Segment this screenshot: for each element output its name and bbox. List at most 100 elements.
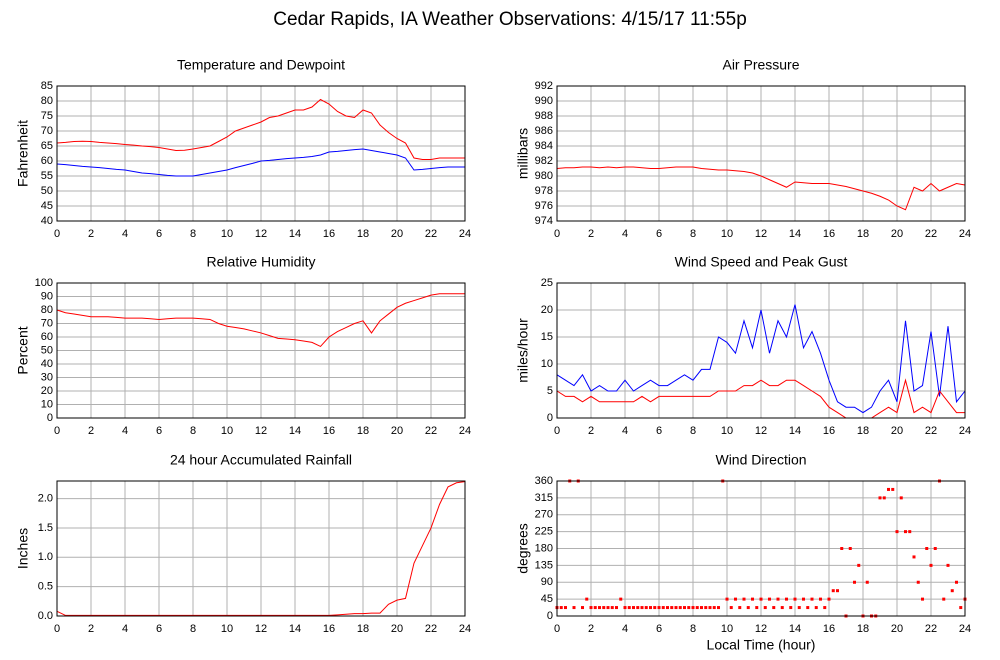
data-point (598, 606, 601, 610)
data-point (585, 597, 589, 601)
y-tick-label: 0 (547, 610, 553, 622)
data-point (827, 597, 831, 601)
data-point (708, 606, 712, 610)
y-tick-label: 990 (535, 95, 553, 107)
data-line (56, 148, 465, 177)
y-tick-label: 2.0 (38, 493, 53, 505)
data-point (819, 597, 822, 601)
x-tick-label: 16 (323, 425, 335, 437)
y-tick-label: 70 (41, 125, 53, 137)
data-point (959, 606, 963, 610)
data-point (814, 606, 818, 610)
y-tick-label: 55 (41, 170, 53, 182)
data-point (691, 606, 695, 610)
x-tick-label: 16 (823, 425, 835, 437)
x-tick-label: 16 (823, 228, 835, 240)
data-point (572, 606, 576, 610)
plot-frame (556, 282, 966, 419)
data-point (857, 563, 861, 567)
data-point (661, 606, 665, 610)
x-tick-label: 2 (588, 228, 594, 240)
x-tick-label: 12 (255, 228, 267, 240)
data-line (556, 166, 966, 211)
x-tick-label: 14 (789, 425, 801, 437)
data-point (606, 606, 610, 610)
x-tick-label: 20 (391, 623, 403, 635)
x-tick-label: 6 (656, 228, 662, 240)
x-tick-label: 18 (857, 425, 869, 437)
data-point (904, 530, 907, 534)
data-point (559, 606, 563, 610)
data-point (657, 606, 661, 610)
data-point (916, 580, 920, 584)
x-tick-label: 18 (857, 623, 869, 635)
x-tick-label: 16 (823, 623, 835, 635)
data-line (56, 98, 465, 160)
data-point (687, 606, 691, 610)
x-tick-label: 18 (857, 228, 869, 240)
y-tick-label: 30 (41, 371, 53, 383)
data-point (581, 606, 584, 610)
data-point (755, 606, 759, 610)
data-point (717, 606, 720, 610)
plot-frame (556, 85, 966, 222)
y-tick-label: 0 (547, 412, 553, 424)
x-tick-label: 0 (554, 228, 560, 240)
x-tick-label: 2 (588, 623, 594, 635)
y-tick-label: 80 (41, 304, 53, 316)
x-tick-label: 2 (88, 228, 94, 240)
data-point (712, 606, 716, 610)
x-tick-label: 20 (891, 623, 903, 635)
data-line (56, 293, 465, 348)
x-tick-label: 4 (622, 228, 628, 240)
y-tick-label: 60 (41, 155, 53, 167)
data-point (738, 606, 742, 610)
panel-title: Air Pressure (722, 57, 799, 73)
data-point (899, 496, 903, 500)
data-point (683, 606, 686, 610)
data-line (56, 481, 466, 616)
x-tick-label: 6 (656, 623, 662, 635)
data-point (602, 606, 606, 610)
x-tick-label: 4 (122, 228, 128, 240)
x-tick-label: 6 (656, 425, 662, 437)
x-tick-label: 4 (122, 425, 128, 437)
panel-title: Wind Speed and Peak Gust (675, 254, 848, 270)
y-axis-label: Percent (15, 326, 31, 374)
data-point (908, 530, 912, 534)
data-point (615, 606, 618, 610)
y-tick-label: 60 (41, 331, 53, 343)
x-tick-label: 20 (391, 228, 403, 240)
data-point (759, 597, 763, 601)
y-tick-label: 988 (535, 110, 553, 122)
x-tick-label: 22 (425, 425, 437, 437)
x-tick-label: 12 (255, 623, 267, 635)
y-tick-label: 50 (41, 344, 53, 356)
y-tick-label: 980 (535, 170, 553, 182)
data-point (785, 597, 788, 601)
y-tick-label: 20 (41, 385, 53, 397)
data-point (751, 597, 754, 601)
data-point (831, 589, 835, 593)
x-tick-label: 10 (221, 228, 233, 240)
y-axis-label: millibars (515, 128, 531, 179)
y-tick-label: 978 (535, 185, 553, 197)
data-point (840, 547, 844, 550)
y-tick-label: 100 (35, 277, 53, 289)
y-axis-label: miles/hour (515, 318, 531, 383)
x-tick-label: 8 (690, 623, 696, 635)
data-point (725, 597, 729, 601)
x-tick-label: 18 (357, 425, 369, 437)
data-point (674, 606, 678, 610)
x-tick-label: 10 (221, 623, 233, 635)
y-axis-label: degrees (515, 523, 531, 574)
y-tick-label: 974 (535, 215, 553, 227)
x-tick-label: 18 (357, 623, 369, 635)
x-tick-label: 8 (690, 228, 696, 240)
data-point (933, 547, 937, 550)
data-point (653, 606, 657, 610)
panel-title: Relative Humidity (207, 254, 316, 270)
x-tick-label: 8 (190, 228, 196, 240)
